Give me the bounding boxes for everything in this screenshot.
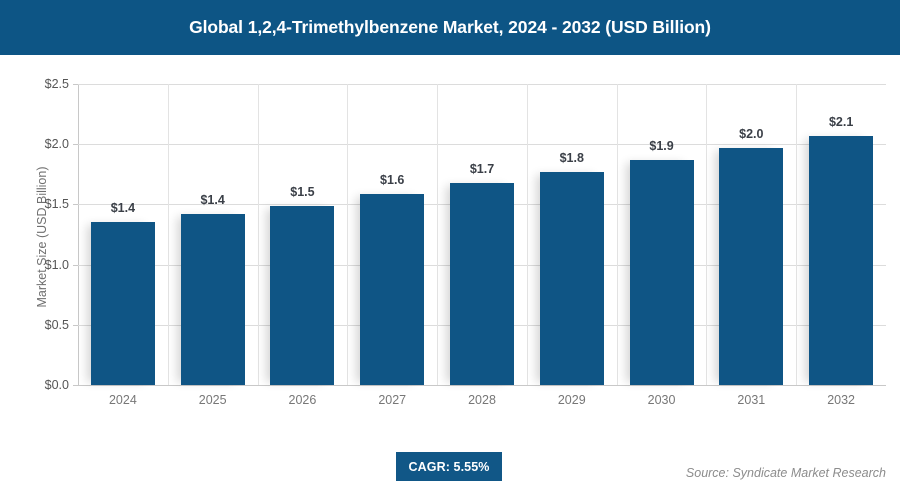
bar-value-label: $1.7 — [469, 161, 495, 176]
bar-group: $1.9 2030 — [629, 84, 694, 407]
category-separator — [617, 84, 618, 385]
tick-mark — [73, 84, 78, 85]
x-axis-tick-label: 2029 — [557, 393, 586, 407]
bar[interactable] — [360, 193, 425, 385]
x-axis-tick-label: 2025 — [198, 393, 227, 407]
bar[interactable] — [450, 182, 514, 385]
bar[interactable] — [809, 135, 874, 385]
category-separator — [168, 84, 169, 385]
y-axis-tick-label: $1.0 — [44, 257, 69, 272]
bar-group: $1.4 2024 — [90, 84, 155, 407]
page-title: Global 1,2,4-Trimethylbenzene Market, 20… — [189, 17, 711, 37]
bar-value-label: $1.9 — [649, 138, 674, 153]
x-axis-tick-label: 2032 — [827, 393, 856, 407]
tick-mark — [73, 144, 78, 146]
bar[interactable] — [719, 147, 784, 385]
tick-mark — [73, 204, 78, 206]
bar[interactable] — [629, 159, 694, 385]
bar-group: $1.4 2025 — [180, 84, 245, 407]
x-axis-tick-label: 2024 — [108, 393, 137, 407]
category-separator — [527, 84, 528, 385]
tick-mark — [73, 324, 78, 326]
gridline — [78, 385, 886, 386]
bar[interactable] — [270, 205, 335, 385]
bar-group: $2.0 2031 — [719, 84, 784, 407]
bar[interactable] — [90, 222, 155, 385]
chart-header-band: Global 1,2,4-Trimethylbenzene Market, 20… — [0, 0, 900, 55]
bar-value-label: $1.4 — [110, 201, 136, 216]
y-axis-tick-label: $0.0 — [44, 378, 69, 392]
bar-chart-figure: Market Size (USD Billion) $0.0 $0.5 $1.0 $1… — [0, 55, 900, 500]
y-axis-line — [78, 84, 79, 385]
x-axis-tick-label: 2031 — [737, 393, 766, 407]
bar-group: $1.6 2027 — [360, 84, 425, 407]
plot-area: $0.0 $0.5 $1.0 $1.5 $2.0 $2.5 $1.4 2024 $1.4 2025… — [45, 77, 886, 407]
gridline — [78, 144, 886, 146]
bar[interactable] — [180, 214, 245, 385]
bar-value-label: $1.4 — [200, 193, 225, 208]
bar-group: $1.7 2028 — [450, 84, 514, 407]
bar-group: $1.5 2026 — [270, 84, 335, 407]
bar[interactable] — [539, 171, 604, 385]
x-axis-tick-label: 2030 — [647, 393, 676, 407]
y-axis-tick-label: $0.5 — [44, 317, 69, 332]
tick-mark — [73, 385, 78, 386]
tick-mark — [73, 264, 78, 266]
y-axis-tick-label: $1.5 — [44, 197, 69, 212]
bar-value-label: $1.5 — [290, 184, 315, 199]
cagr-badge: CAGR: 5.55% — [396, 452, 502, 481]
y-axis-tick-label: $2.0 — [44, 137, 69, 152]
category-separator — [706, 84, 707, 385]
gridline — [78, 84, 886, 85]
category-separator — [796, 84, 797, 385]
bar-value-label: $1.6 — [380, 172, 405, 187]
category-separator — [258, 84, 259, 385]
bar-group: $1.8 2029 — [539, 84, 604, 407]
category-separator — [347, 84, 348, 385]
bar-value-label: $2.1 — [828, 114, 854, 129]
y-axis-tick-label: $2.5 — [44, 77, 69, 91]
category-separator — [437, 84, 438, 385]
source-note: Source: Syndicate Market Research — [685, 466, 886, 480]
x-axis-tick-label: 2026 — [288, 393, 317, 407]
bar-group: $2.1 2032 — [809, 84, 874, 407]
bar-value-label: $1.8 — [559, 150, 584, 165]
x-axis-tick-label: 2027 — [378, 393, 407, 407]
bar-value-label: $2.0 — [739, 126, 764, 141]
x-axis-tick-label: 2028 — [468, 393, 496, 407]
